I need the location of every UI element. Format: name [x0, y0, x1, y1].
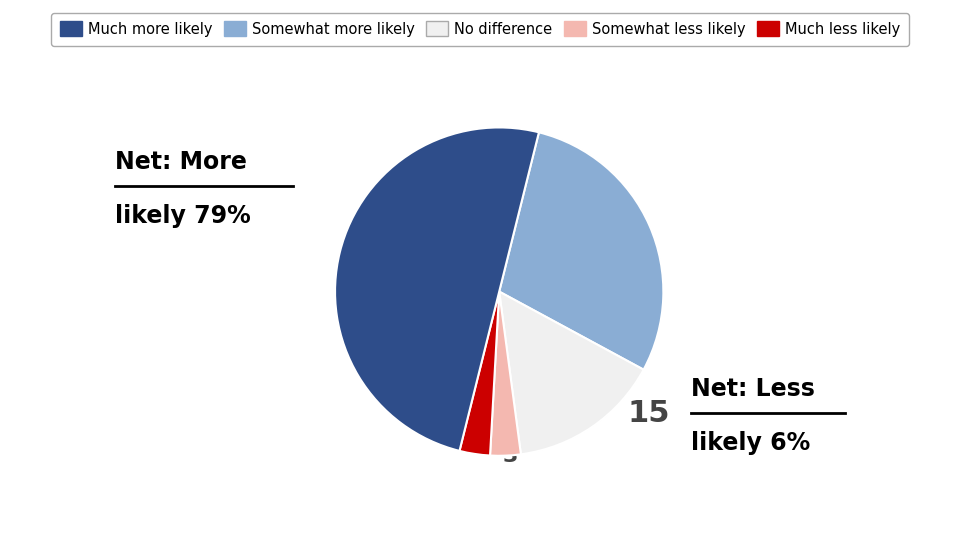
Wedge shape [490, 292, 521, 456]
Text: 3: 3 [503, 446, 518, 465]
Text: likely 79%: likely 79% [115, 204, 251, 228]
Wedge shape [499, 292, 643, 454]
Text: 50: 50 [262, 245, 312, 279]
Text: 3: 3 [448, 444, 464, 464]
Wedge shape [499, 132, 663, 370]
Text: Net: More: Net: More [115, 150, 247, 174]
Text: Net: Less: Net: Less [691, 377, 815, 401]
Text: likely 6%: likely 6% [691, 431, 810, 455]
Text: 15: 15 [627, 399, 669, 428]
Wedge shape [460, 292, 499, 456]
Text: 29: 29 [683, 224, 730, 256]
Legend: Much more likely, Somewhat more likely, No difference, Somewhat less likely, Muc: Much more likely, Somewhat more likely, … [52, 13, 908, 45]
Wedge shape [335, 127, 539, 451]
